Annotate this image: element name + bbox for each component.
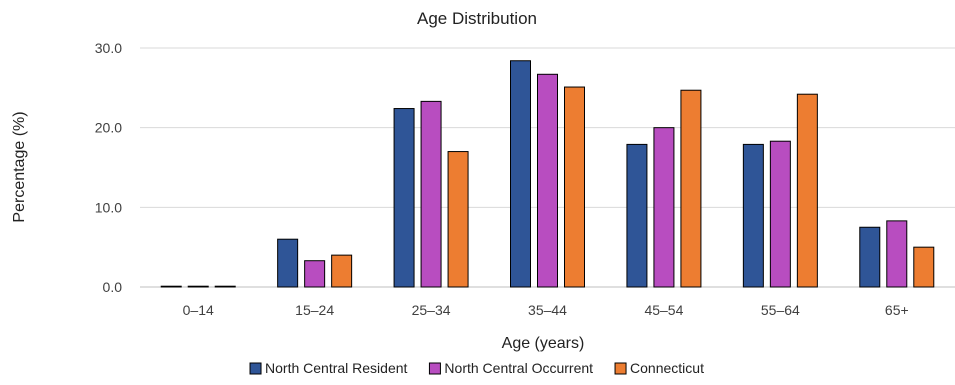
bar: [537, 73, 558, 288]
bar: [187, 285, 209, 288]
bar: [331, 254, 353, 288]
x-tick-label: 35–44: [528, 302, 567, 318]
x-axis-title: Age (years): [502, 335, 585, 352]
bar: [769, 140, 791, 288]
y-tick-label: 30.0: [95, 40, 122, 56]
bars: [160, 60, 935, 288]
x-tick-label: 15–24: [295, 302, 334, 318]
legend: North Central Resident North Central Occu…: [249, 360, 704, 376]
bar: [277, 238, 299, 288]
legend-item: Connecticut: [614, 360, 704, 376]
bar: [913, 246, 935, 288]
y-tick-label: 10.0: [95, 199, 122, 215]
legend-label: Connecticut: [630, 360, 704, 376]
bar: [653, 127, 675, 288]
bar: [447, 151, 469, 288]
x-tick-label: 65+: [885, 302, 909, 318]
bar: [393, 108, 415, 288]
bar: [420, 100, 442, 288]
legend-label: North Central Occurrent: [444, 360, 593, 376]
chart-title: Age Distribution: [417, 9, 537, 28]
legend-swatch: [614, 362, 627, 375]
bar: [626, 143, 648, 288]
bar: [859, 226, 881, 288]
x-tick-label: 55–64: [761, 302, 800, 318]
legend-swatch: [428, 362, 441, 375]
y-tick-label: 0.0: [103, 279, 123, 295]
x-tick-label: 25–34: [412, 302, 451, 318]
y-axis-title: Percentage (%): [11, 111, 28, 222]
legend-item: North Central Occurrent: [428, 360, 593, 376]
y-tick-label: 20.0: [95, 120, 122, 136]
legend-swatch: [249, 362, 262, 375]
bar: [510, 60, 531, 288]
legend-item: North Central Resident: [249, 360, 408, 376]
bar: [796, 93, 818, 288]
bar: [680, 89, 702, 288]
bar: [886, 220, 908, 288]
legend-label: North Central Resident: [265, 360, 408, 376]
bar: [742, 143, 764, 288]
bar: [160, 285, 182, 288]
bar: [564, 86, 585, 288]
bar: [214, 285, 236, 288]
x-tick-label: 0–14: [183, 302, 214, 318]
x-tick-label: 45–54: [644, 302, 683, 318]
bar: [304, 260, 326, 288]
x-axis-ticks: 0–14 15–24 25–34 35–44 45–54 55–64 65+: [183, 302, 909, 318]
y-axis-ticks: 0.0 10.0 20.0 30.0: [95, 40, 122, 295]
